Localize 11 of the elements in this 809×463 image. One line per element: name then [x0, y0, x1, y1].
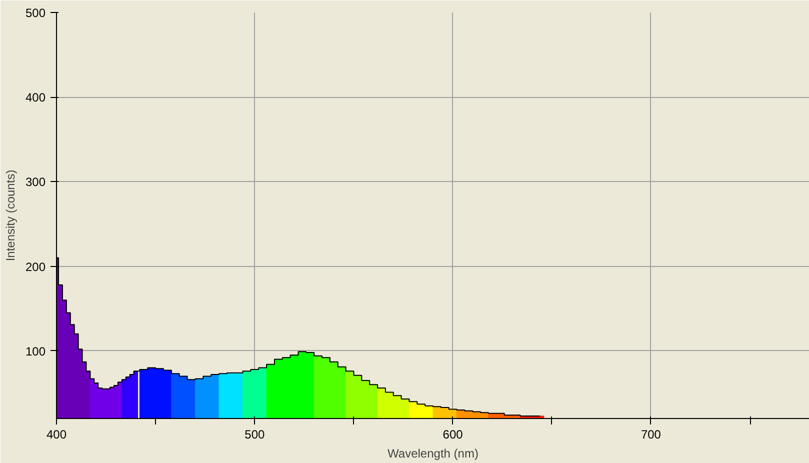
y-tick-label: 100 — [25, 344, 46, 358]
y-tick-label: 400 — [25, 90, 46, 105]
y-tick-label: 500 — [25, 6, 46, 20]
y-tick-label: 200 — [25, 260, 46, 274]
x-tick-label: 500 — [244, 428, 265, 442]
x-tick-label: 700 — [640, 428, 662, 442]
x-axis-title: Wavelength (nm) — [388, 446, 478, 460]
x-tick-label: 400 — [46, 428, 67, 442]
y-tick-label: 300 — [25, 175, 46, 190]
x-tick-label: 600 — [442, 428, 464, 442]
y-axis-title: Intensity (counts) — [3, 170, 18, 262]
